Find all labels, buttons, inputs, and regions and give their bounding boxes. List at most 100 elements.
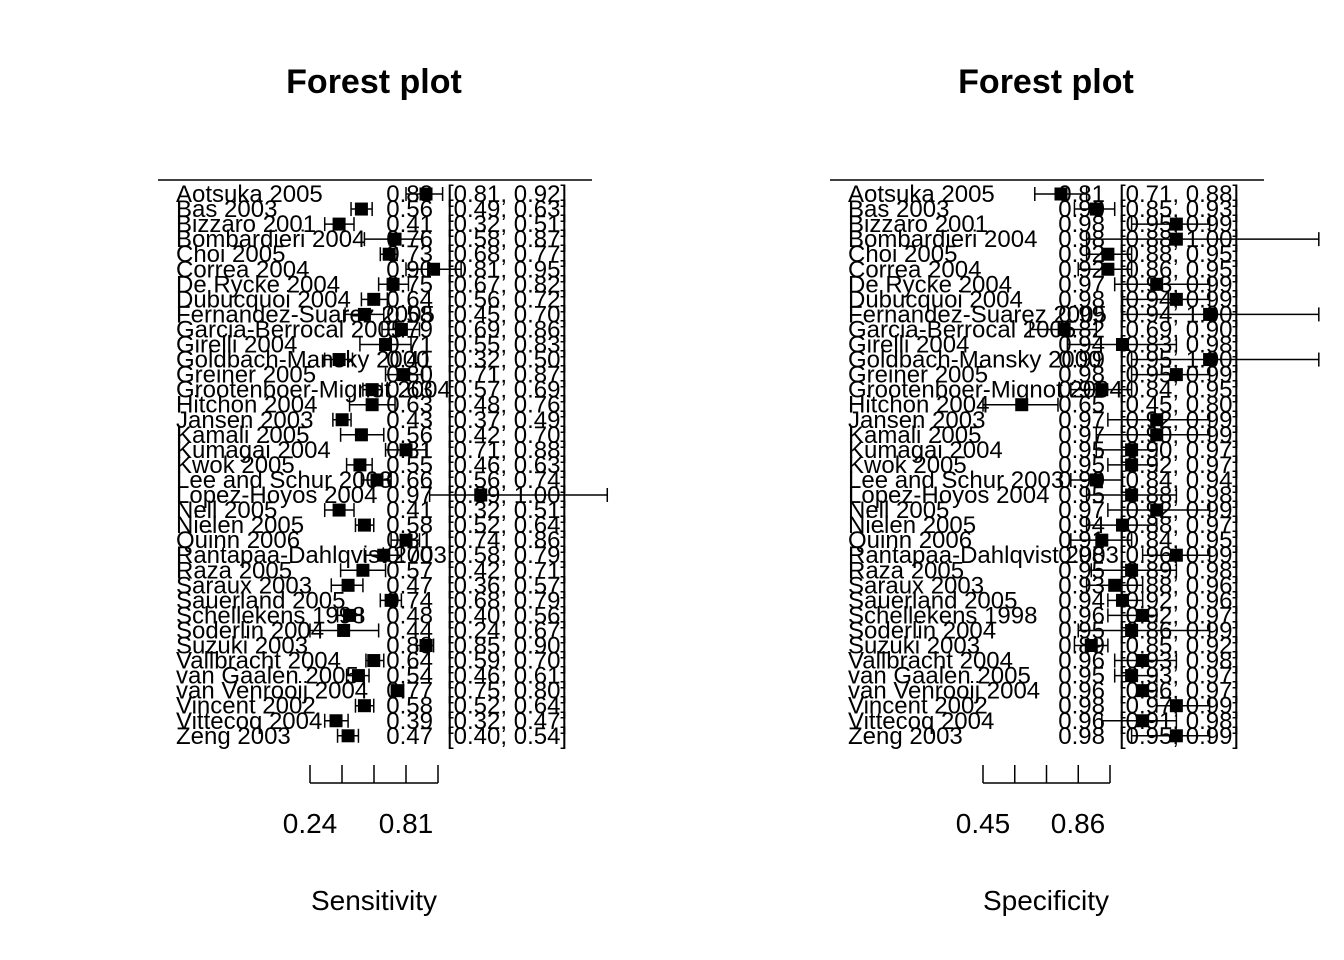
study-row: Jansen 2003 0.43 [0.37, 0.49] [176, 407, 567, 434]
estimate-point [1125, 443, 1139, 457]
study-row: Nielen 2005 0.94 [0.88, 0.97] [848, 512, 1239, 539]
ci-value: [0.49, 0.63] [447, 196, 567, 223]
estimate-value: 0.98 [1058, 286, 1105, 313]
study-row: Girelli 2004 0.94 [0.83, 0.98] [848, 332, 1239, 359]
panel-title: Forest plot [286, 63, 462, 101]
ci-value: [0.74, 0.86] [447, 527, 567, 554]
estimate-value: 0.63 [386, 392, 433, 419]
study-label: van Venrooij 2004 [176, 678, 368, 705]
study-row: Sauerland 2005 0.74 [0.68, 0.79] [176, 587, 567, 614]
estimate-point [1169, 217, 1183, 231]
estimate-point [1101, 262, 1115, 276]
estimate-point [419, 639, 433, 652]
ci-value: [0.88, 1.00] [1119, 226, 1239, 253]
study-row: Sauerland 2005 0.94 [0.92, 0.96] [848, 587, 1239, 614]
estimate-value: 0.98 [1058, 693, 1105, 720]
estimate-point [357, 518, 371, 532]
panel-specificity: Forest plot Aotsuka 2005 0.81 [0.71, 0.88]… [830, 63, 1320, 916]
estimate-value: 0.75 [386, 271, 433, 298]
x-axis-label: Sensitivity [311, 885, 437, 916]
study-row: Zeng 2003 0.98 [0.95, 0.99] [848, 723, 1239, 750]
x-axis [982, 765, 1111, 784]
ci-value: [0.83, 0.98] [1119, 332, 1239, 359]
study-label: Hitchon 2004 [176, 392, 317, 419]
estimate-point [1125, 623, 1139, 637]
study-label: Vincent 2002 [176, 693, 316, 720]
ci-value: [0.95, 0.99] [1119, 362, 1239, 389]
study-row: van Venrooij 2004 0.96 [0.96, 0.97] [848, 678, 1239, 705]
estimate-value: 0.96 [1058, 678, 1105, 705]
study-label: Jansen 2003 [176, 407, 313, 434]
study-row: Correa 2004 0.90 [0.81, 0.95] [176, 256, 567, 283]
estimate-point [1108, 578, 1122, 592]
ci-value: [0.94, 0.99] [1119, 286, 1239, 313]
estimate-point [370, 473, 384, 487]
estimate-point [1101, 247, 1115, 261]
study-label: Dubucquoi 2004 [848, 286, 1023, 313]
study-row: Nell 2005 0.41 [0.32, 0.51] [176, 497, 567, 524]
study-row: Vallbracht 2004 0.96 [0.93, 0.98] [848, 648, 1239, 675]
estimate-value: 0.73 [386, 241, 433, 268]
study-label: Greiner 2005 [176, 362, 316, 389]
ci-value: [0.88, 0.96] [1119, 572, 1239, 599]
study-label: Lee and Schur 2003 [176, 467, 392, 494]
estimate-point [356, 563, 370, 577]
study-label: Choi 2005 [848, 241, 957, 268]
tick-label: 0.81 [379, 808, 434, 839]
study-label: Bas 2003 [848, 196, 949, 223]
study-label: Girelli 2004 [176, 332, 297, 359]
study-row: Jansen 2003 0.97 [0.92, 0.99] [848, 407, 1239, 434]
estimate-point [1057, 322, 1071, 336]
study-label: Nielen 2005 [176, 512, 304, 539]
study-rows: Aotsuka 2005 0.88 [0.81, 0.92] Bas 2003 0.56… [176, 181, 609, 750]
ci-value: [0.32, 0.51] [447, 497, 567, 524]
estimate-point [367, 654, 381, 668]
panel-title: Forest plot [958, 63, 1134, 101]
estimate-value: 0.95 [1058, 437, 1105, 464]
study-row: Saraux 2003 0.47 [0.36, 0.57] [176, 572, 567, 599]
study-label: Raza 2005 [176, 557, 292, 584]
estimate-point [365, 383, 379, 397]
study-row: van Venrooij 2004 0.77 [0.75, 0.80] [176, 678, 567, 705]
estimate-point [1054, 187, 1068, 201]
estimate-value: 0.88 [386, 633, 433, 660]
study-label: De Rycke 2004 [176, 271, 340, 298]
study-row: Kwok 2005 0.95 [0.92, 0.97] [848, 452, 1239, 479]
tick-label: 0.45 [956, 808, 1011, 839]
study-row: De Rycke 2004 0.97 [0.93, 0.99] [848, 271, 1239, 298]
study-label: Greiner 2005 [848, 362, 988, 389]
study-label: Dubucquoi 2004 [176, 286, 351, 313]
estimate-value: 0.81 [386, 437, 433, 464]
ci-value: [0.92, 0.99] [1119, 497, 1239, 524]
estimate-point [394, 322, 408, 336]
study-label: Vittecoq 2004 [848, 708, 994, 735]
ci-value: [0.68, 0.79] [447, 587, 567, 614]
estimate-point [1203, 353, 1217, 367]
x-axis [309, 765, 439, 784]
estimate-point [1169, 699, 1183, 713]
estimate-value: 0.41 [386, 497, 433, 524]
panel-sensitivity: Forest plot Aotsuka 2005 0.88 [0.81, 0.92]… [158, 63, 609, 916]
study-row: Nell 2005 0.97 [0.92, 0.99] [848, 497, 1239, 524]
study-row: Greiner 2005 0.80 [0.71, 0.87] [176, 362, 567, 389]
estimate-point [353, 458, 367, 472]
estimate-point [1089, 473, 1103, 487]
estimate-point [351, 669, 365, 683]
study-label: Zeng 2003 [848, 723, 963, 750]
study-label: Saraux 2003 [848, 572, 984, 599]
ci-value: [0.58, 0.79] [447, 542, 567, 569]
study-label: Bas 2003 [176, 196, 277, 223]
ci-value: [0.71, 0.87] [447, 362, 567, 389]
estimate-value: 0.99 [1058, 347, 1105, 374]
ci-value: [0.88, 0.98] [1119, 482, 1239, 509]
study-row: Bizzaro 2001 0.41 [0.32, 0.51] [176, 211, 567, 238]
study-label: van Venrooij 2004 [848, 678, 1040, 705]
study-label: Suzuki 2003 [176, 633, 308, 660]
study-label: Lee and Schur 2003 [848, 467, 1064, 494]
ci-value: [0.36, 0.57] [447, 572, 567, 599]
estimate-point [384, 593, 398, 607]
estimate-value: 0.66 [386, 467, 433, 494]
